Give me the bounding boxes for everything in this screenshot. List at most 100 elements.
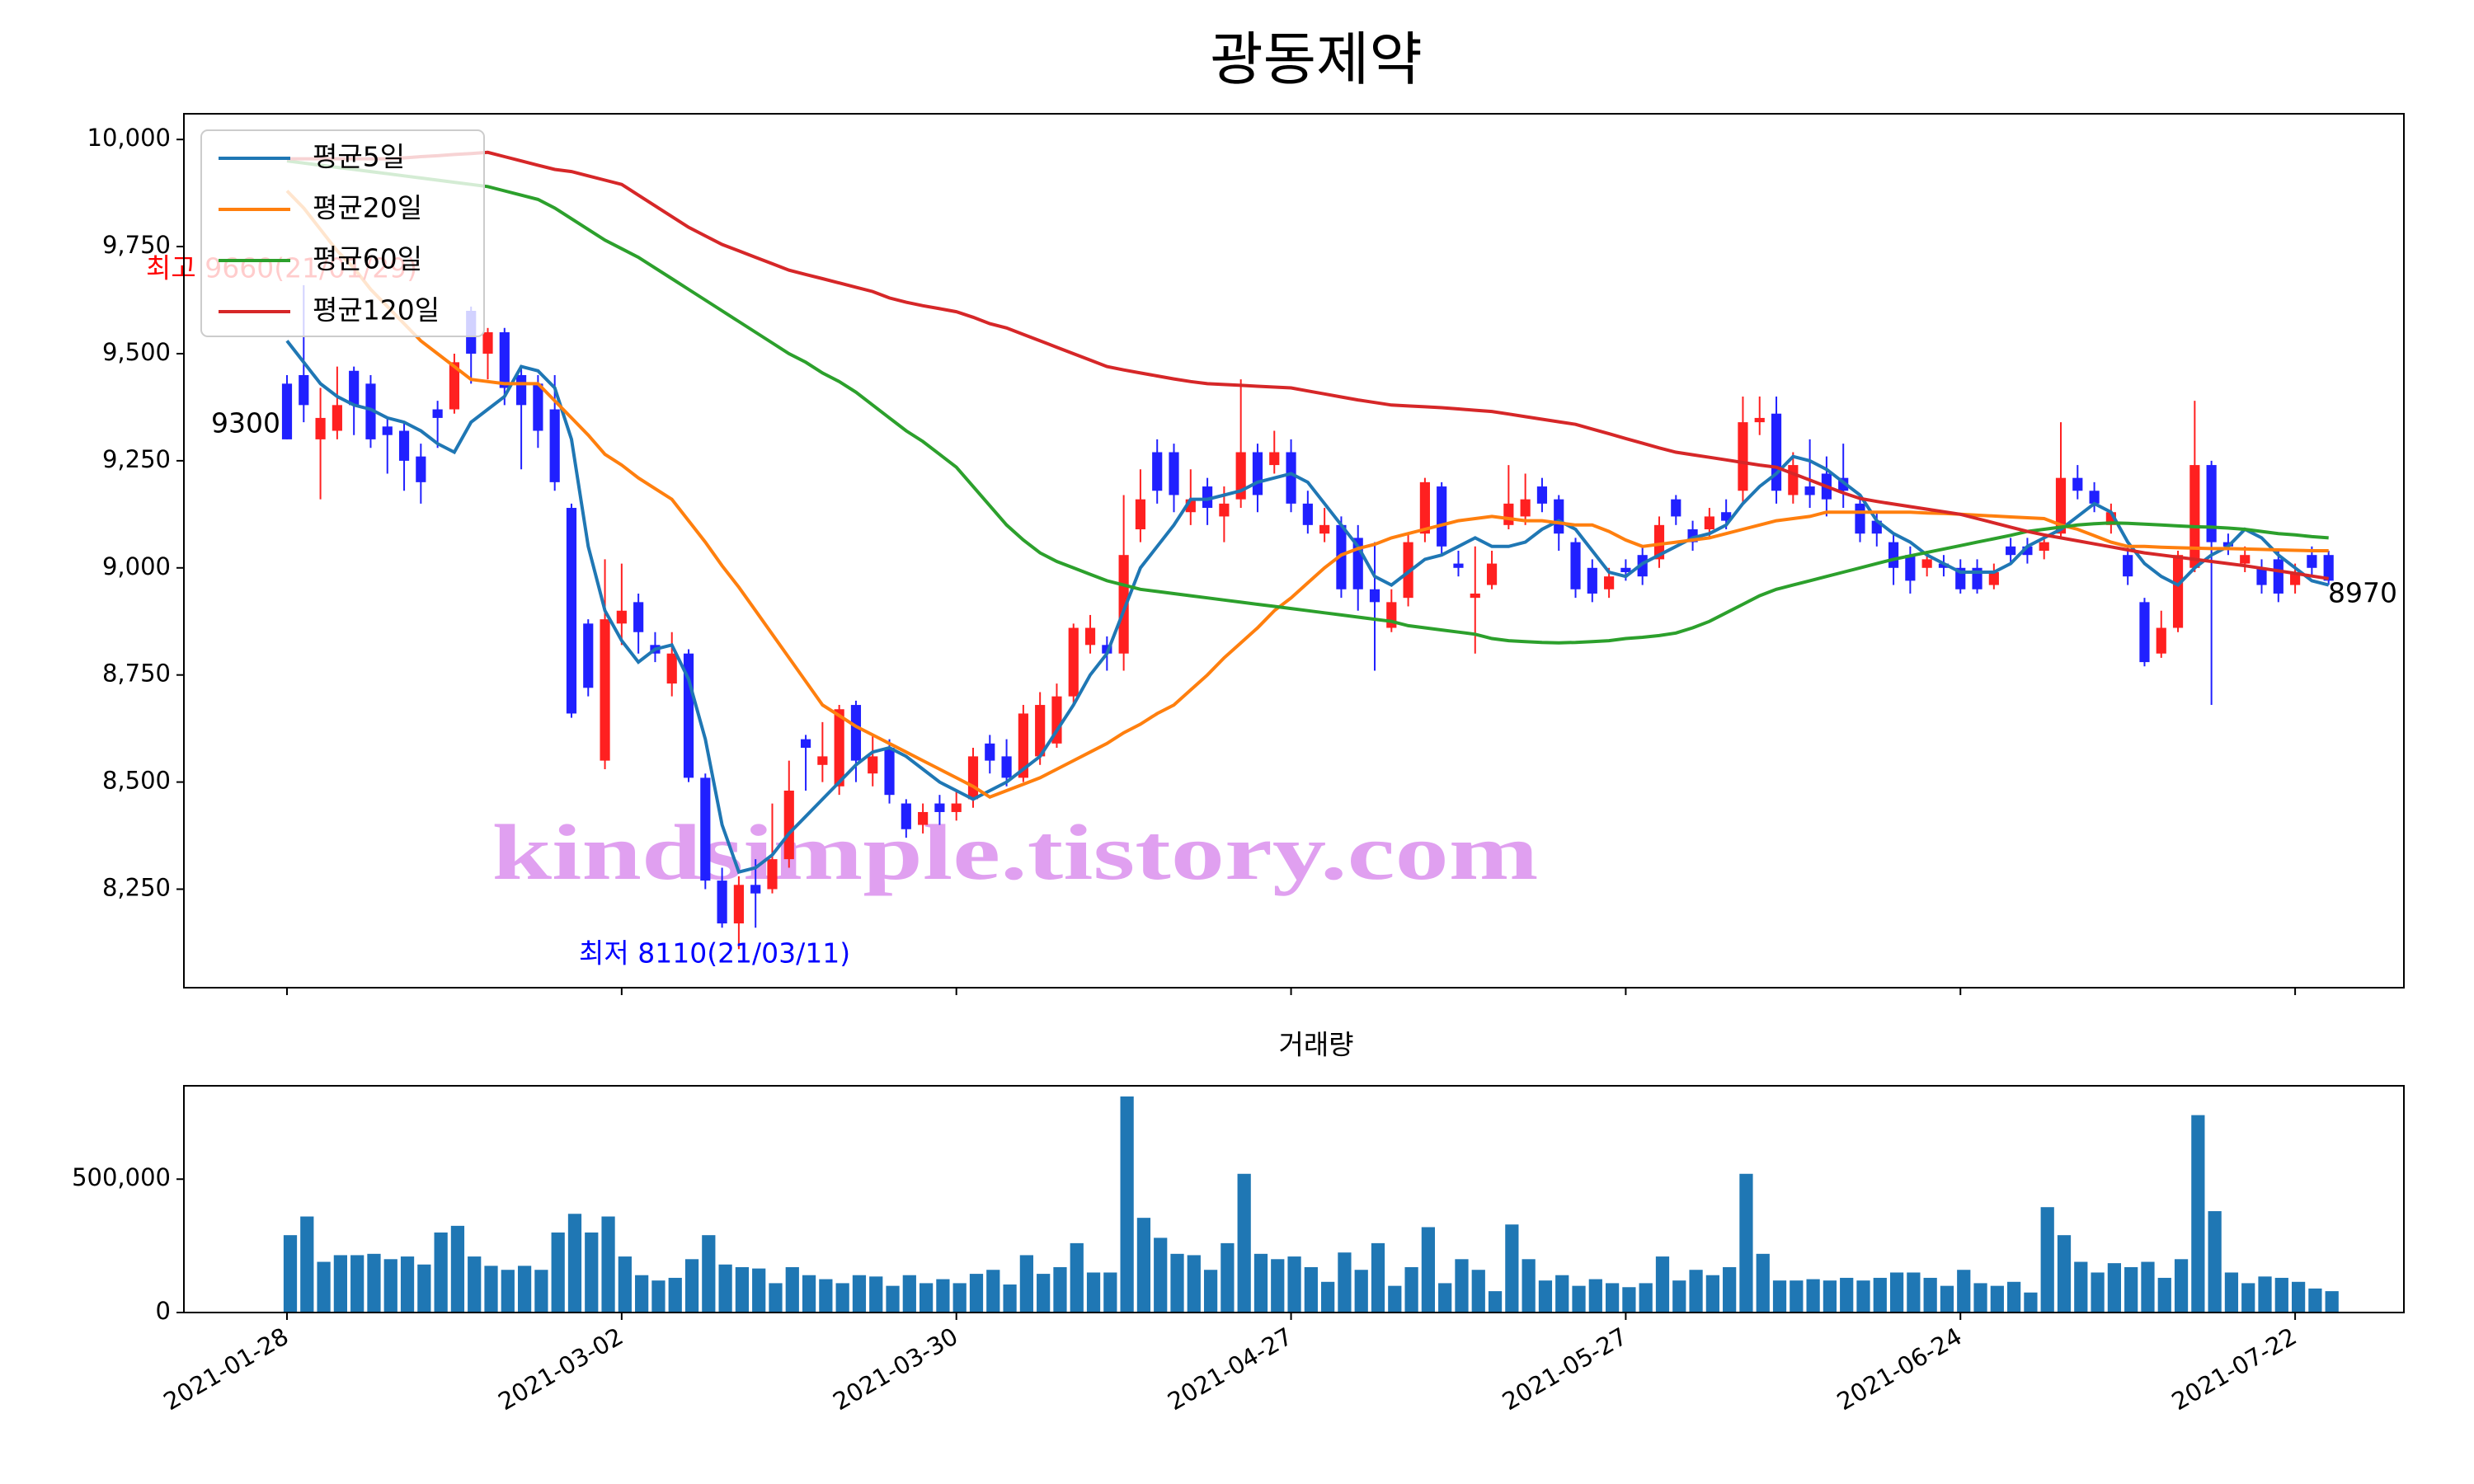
candle-body — [783, 790, 794, 860]
candle-body — [817, 756, 828, 765]
legend-box — [200, 129, 485, 337]
volume-bar — [1070, 1242, 1084, 1313]
candle-body — [1905, 555, 1916, 581]
volume-bar — [1388, 1285, 1402, 1313]
x-tick-label: 2021-06-24 — [1832, 1322, 1967, 1416]
volume-bar — [1907, 1272, 1921, 1313]
candle-body — [1921, 559, 1932, 568]
volume-bar — [2091, 1272, 2105, 1313]
candle-body — [1771, 413, 1782, 491]
candle-body — [398, 430, 410, 461]
candle-body — [1804, 486, 1815, 495]
y-tick-label: 8,750 — [102, 660, 171, 688]
volume-bar — [2224, 1272, 2239, 1313]
candle-body — [600, 619, 610, 761]
volume-bar — [1772, 1280, 1787, 1313]
candle-body — [633, 602, 644, 632]
volume-bar — [350, 1255, 365, 1313]
volume-bar — [919, 1283, 934, 1313]
volume-bar — [585, 1232, 599, 1313]
volume-bar — [1923, 1277, 1937, 1313]
volume-bar — [534, 1270, 548, 1313]
candle-body — [382, 426, 393, 435]
candle-body — [1570, 542, 1581, 589]
volume-bar — [2274, 1277, 2288, 1313]
volume-bar — [1806, 1279, 1820, 1313]
candle-body — [2240, 555, 2251, 564]
volume-bar — [1622, 1287, 1636, 1313]
volume-bar — [769, 1283, 783, 1313]
volume-bar — [2208, 1211, 2222, 1313]
candle-body — [2189, 465, 2200, 568]
volume-bar — [1221, 1242, 1235, 1313]
volume-bar — [936, 1279, 950, 1313]
volume-bar — [1271, 1259, 1285, 1313]
volume-bar — [986, 1270, 1000, 1313]
volume-bar — [2191, 1115, 2205, 1313]
volume-bar — [2007, 1281, 2021, 1313]
volume-bar — [601, 1216, 615, 1313]
candle-body — [1152, 452, 1163, 491]
volume-bar — [2291, 1281, 2306, 1313]
candle-body — [1637, 555, 1648, 577]
volume-bar — [1505, 1224, 1519, 1313]
volume-title: 거래량 — [1278, 1029, 1353, 1061]
candle-body — [750, 885, 761, 894]
candle-body — [1554, 499, 1564, 534]
candle-body — [918, 811, 929, 825]
volume-bar — [383, 1259, 397, 1313]
candle-body — [533, 383, 543, 431]
candle-body — [700, 777, 711, 881]
candle-body — [516, 374, 527, 406]
volume-bar — [618, 1256, 632, 1313]
volume-bar — [1321, 1281, 1335, 1313]
candle-body — [2256, 567, 2267, 585]
candle-body — [1202, 486, 1213, 509]
candle-body — [1269, 452, 1280, 466]
volume-bar — [1856, 1280, 1870, 1313]
volume-bar — [1823, 1280, 1837, 1313]
candle-body — [850, 705, 862, 761]
candle-body — [868, 756, 878, 774]
candle-body — [2273, 559, 2284, 594]
candle-body — [1319, 524, 1330, 534]
volume-bar — [1756, 1253, 1770, 1313]
candle-body — [1520, 499, 1531, 517]
volume-bar — [1605, 1283, 1620, 1313]
volume-bar — [1672, 1280, 1686, 1313]
volume-bar — [1455, 1259, 1469, 1313]
candle-body — [332, 405, 342, 431]
volume-bar — [2024, 1292, 2038, 1313]
y-tick-label: 8,500 — [102, 767, 171, 795]
volume-bar — [1840, 1277, 1854, 1313]
chart-title: 광동제약 — [1210, 26, 1423, 93]
axes-frame — [183, 113, 2405, 989]
candle-body — [2072, 477, 2083, 491]
volume-bar — [1170, 1253, 1184, 1313]
candle-body — [365, 383, 376, 439]
candle-body — [1084, 627, 1096, 646]
volume-bar — [1488, 1291, 1503, 1313]
volume-bar — [2074, 1261, 2088, 1313]
candle-body — [1888, 542, 1899, 568]
volume-bar — [567, 1214, 582, 1313]
candle-body — [2323, 555, 2334, 581]
volume-bar — [1689, 1270, 1703, 1313]
candle-body — [901, 803, 911, 829]
legend-label: 평균20일 — [313, 192, 422, 224]
volume-bar — [2141, 1261, 2155, 1313]
candle-body — [1419, 481, 1430, 534]
candle-body — [834, 709, 844, 787]
volume-bar — [718, 1264, 732, 1313]
x-tick-label: 2021-04-27 — [1163, 1322, 1297, 1416]
candle-body — [1135, 499, 1146, 530]
x-tick-label: 2021-05-27 — [1498, 1322, 1632, 1416]
volume-bar — [635, 1275, 649, 1313]
volume-bar — [551, 1232, 565, 1313]
y-tick-label: 9,500 — [102, 338, 171, 366]
candle-body — [2139, 602, 2150, 663]
candle-body — [1704, 516, 1714, 530]
candle-body — [315, 417, 326, 439]
volume-bar — [2308, 1288, 2322, 1313]
volume-bar — [1639, 1283, 1653, 1313]
